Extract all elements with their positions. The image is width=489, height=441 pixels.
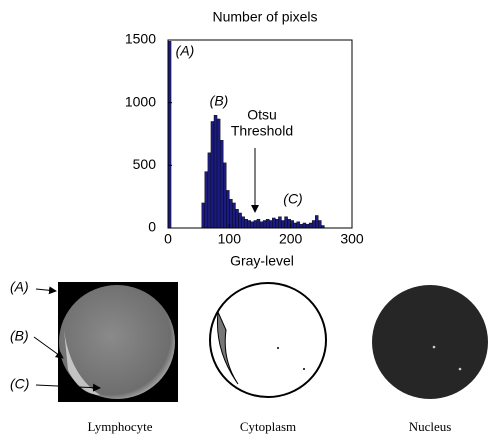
bar [223, 163, 226, 228]
bar [306, 224, 309, 228]
bar [312, 220, 315, 228]
bar [202, 203, 205, 228]
figure: Number of pixels Gray-level (A) (B) (C) … [0, 0, 489, 441]
image-caption: Lymphocyte [88, 419, 153, 434]
bar [214, 115, 217, 228]
y-tick-label: 1000 [125, 93, 156, 109]
bar [285, 217, 288, 228]
bar [275, 219, 278, 228]
annotation: Otsu [247, 107, 277, 123]
bar [211, 121, 214, 228]
bar [309, 223, 312, 228]
bar [245, 219, 248, 228]
bar [251, 222, 254, 228]
bar [239, 213, 242, 228]
bar [217, 119, 220, 228]
annotation: (B) [210, 93, 229, 109]
bar [318, 220, 321, 228]
x-tick-label: 300 [340, 231, 364, 247]
bar [263, 220, 266, 228]
annotation: (A) [176, 43, 195, 59]
y-tick-label: 0 [148, 219, 156, 235]
bar [294, 223, 297, 228]
y-tick-label: 1500 [125, 31, 156, 47]
x-tick-label: 200 [279, 231, 303, 247]
y-tick-label: 500 [133, 156, 157, 172]
bar [248, 220, 251, 228]
bar [229, 199, 232, 228]
bar [208, 153, 211, 228]
bar [297, 222, 300, 228]
bar [226, 190, 229, 228]
x-tick-label: 0 [164, 231, 172, 247]
bar [242, 217, 245, 228]
image-label: (C) [10, 376, 29, 392]
chart-title: Number of pixels [212, 9, 317, 25]
cytoplasm-image [210, 283, 326, 397]
image-label: (A) [10, 279, 29, 295]
image-caption: Cytoplasm [240, 419, 296, 434]
bar [281, 220, 284, 228]
nucleus-image [372, 285, 488, 399]
lymphocyte-image [58, 282, 178, 402]
x-tick-label: 100 [218, 231, 242, 247]
image-label: (B) [10, 328, 29, 344]
bar [303, 223, 306, 228]
x-axis-label: Gray-level [230, 253, 294, 269]
bar [235, 209, 238, 228]
bar [300, 224, 303, 228]
annotation: (C) [283, 191, 302, 207]
bar [254, 220, 257, 228]
bar [232, 203, 235, 228]
bar [315, 215, 318, 228]
bar [269, 220, 272, 228]
bar [220, 140, 223, 228]
bar [260, 222, 263, 228]
bar [257, 219, 260, 228]
bar [205, 172, 208, 228]
annotation: Threshold [231, 123, 293, 139]
bar [272, 218, 275, 228]
bar [266, 219, 269, 228]
image-caption: Nucleus [409, 419, 452, 434]
bar [278, 217, 281, 228]
